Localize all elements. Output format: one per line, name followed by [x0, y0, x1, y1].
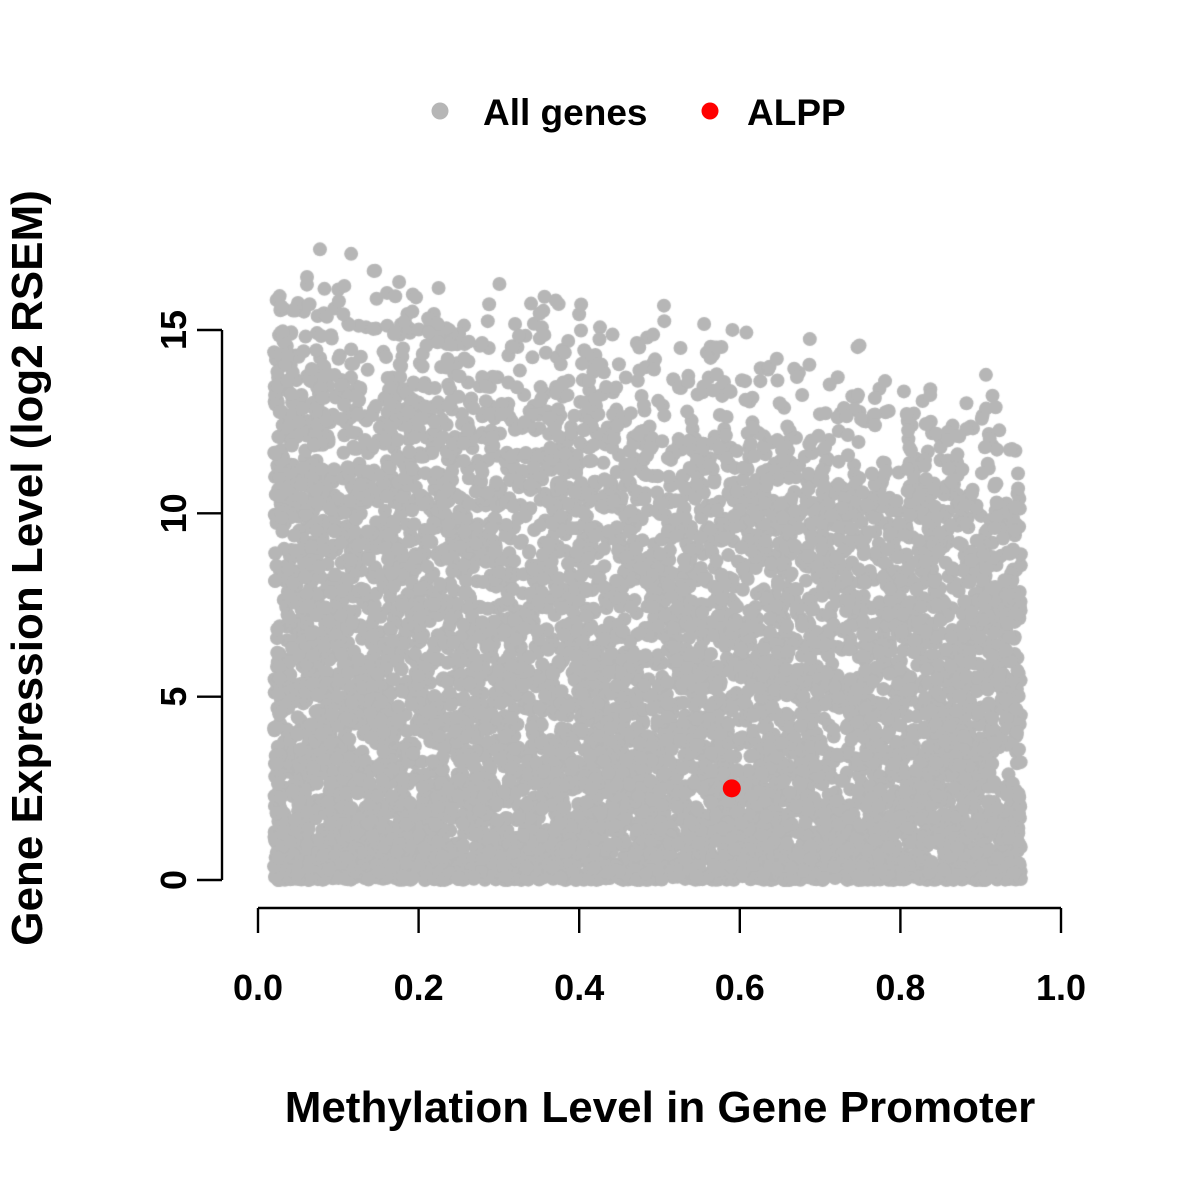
legend-marker-alpp-icon	[701, 102, 719, 120]
legend-marker-all-genes-icon	[431, 102, 449, 120]
x-tick-label: 0.4	[554, 967, 604, 1008]
alpp-point	[722, 779, 741, 798]
y-tick-label: 5	[153, 687, 194, 707]
x-tick-label: 1.0	[1036, 967, 1086, 1008]
legend-label-alpp: ALPP	[747, 92, 846, 133]
legend-label-all-genes: All genes	[483, 92, 648, 133]
legend: All genes ALPP	[431, 92, 846, 133]
x-axis-title: Methylation Level in Gene Promoter	[285, 1083, 1036, 1132]
x-axis: 0.0 0.2 0.4 0.6 0.8 1.0	[233, 906, 1086, 1008]
x-tick-label: 0.2	[394, 967, 444, 1008]
x-tick-label: 0.8	[875, 967, 925, 1008]
y-tick-label: 10	[153, 493, 194, 533]
y-tick-label: 15	[153, 310, 194, 350]
y-tick-label: 0	[153, 870, 194, 890]
x-tick-label: 0.0	[233, 967, 283, 1008]
y-axis: 0 5 10 15	[153, 310, 224, 890]
x-tick-label: 0.6	[715, 967, 765, 1008]
y-axis-title: Gene Expression Level (log2 RSEM)	[3, 190, 52, 946]
